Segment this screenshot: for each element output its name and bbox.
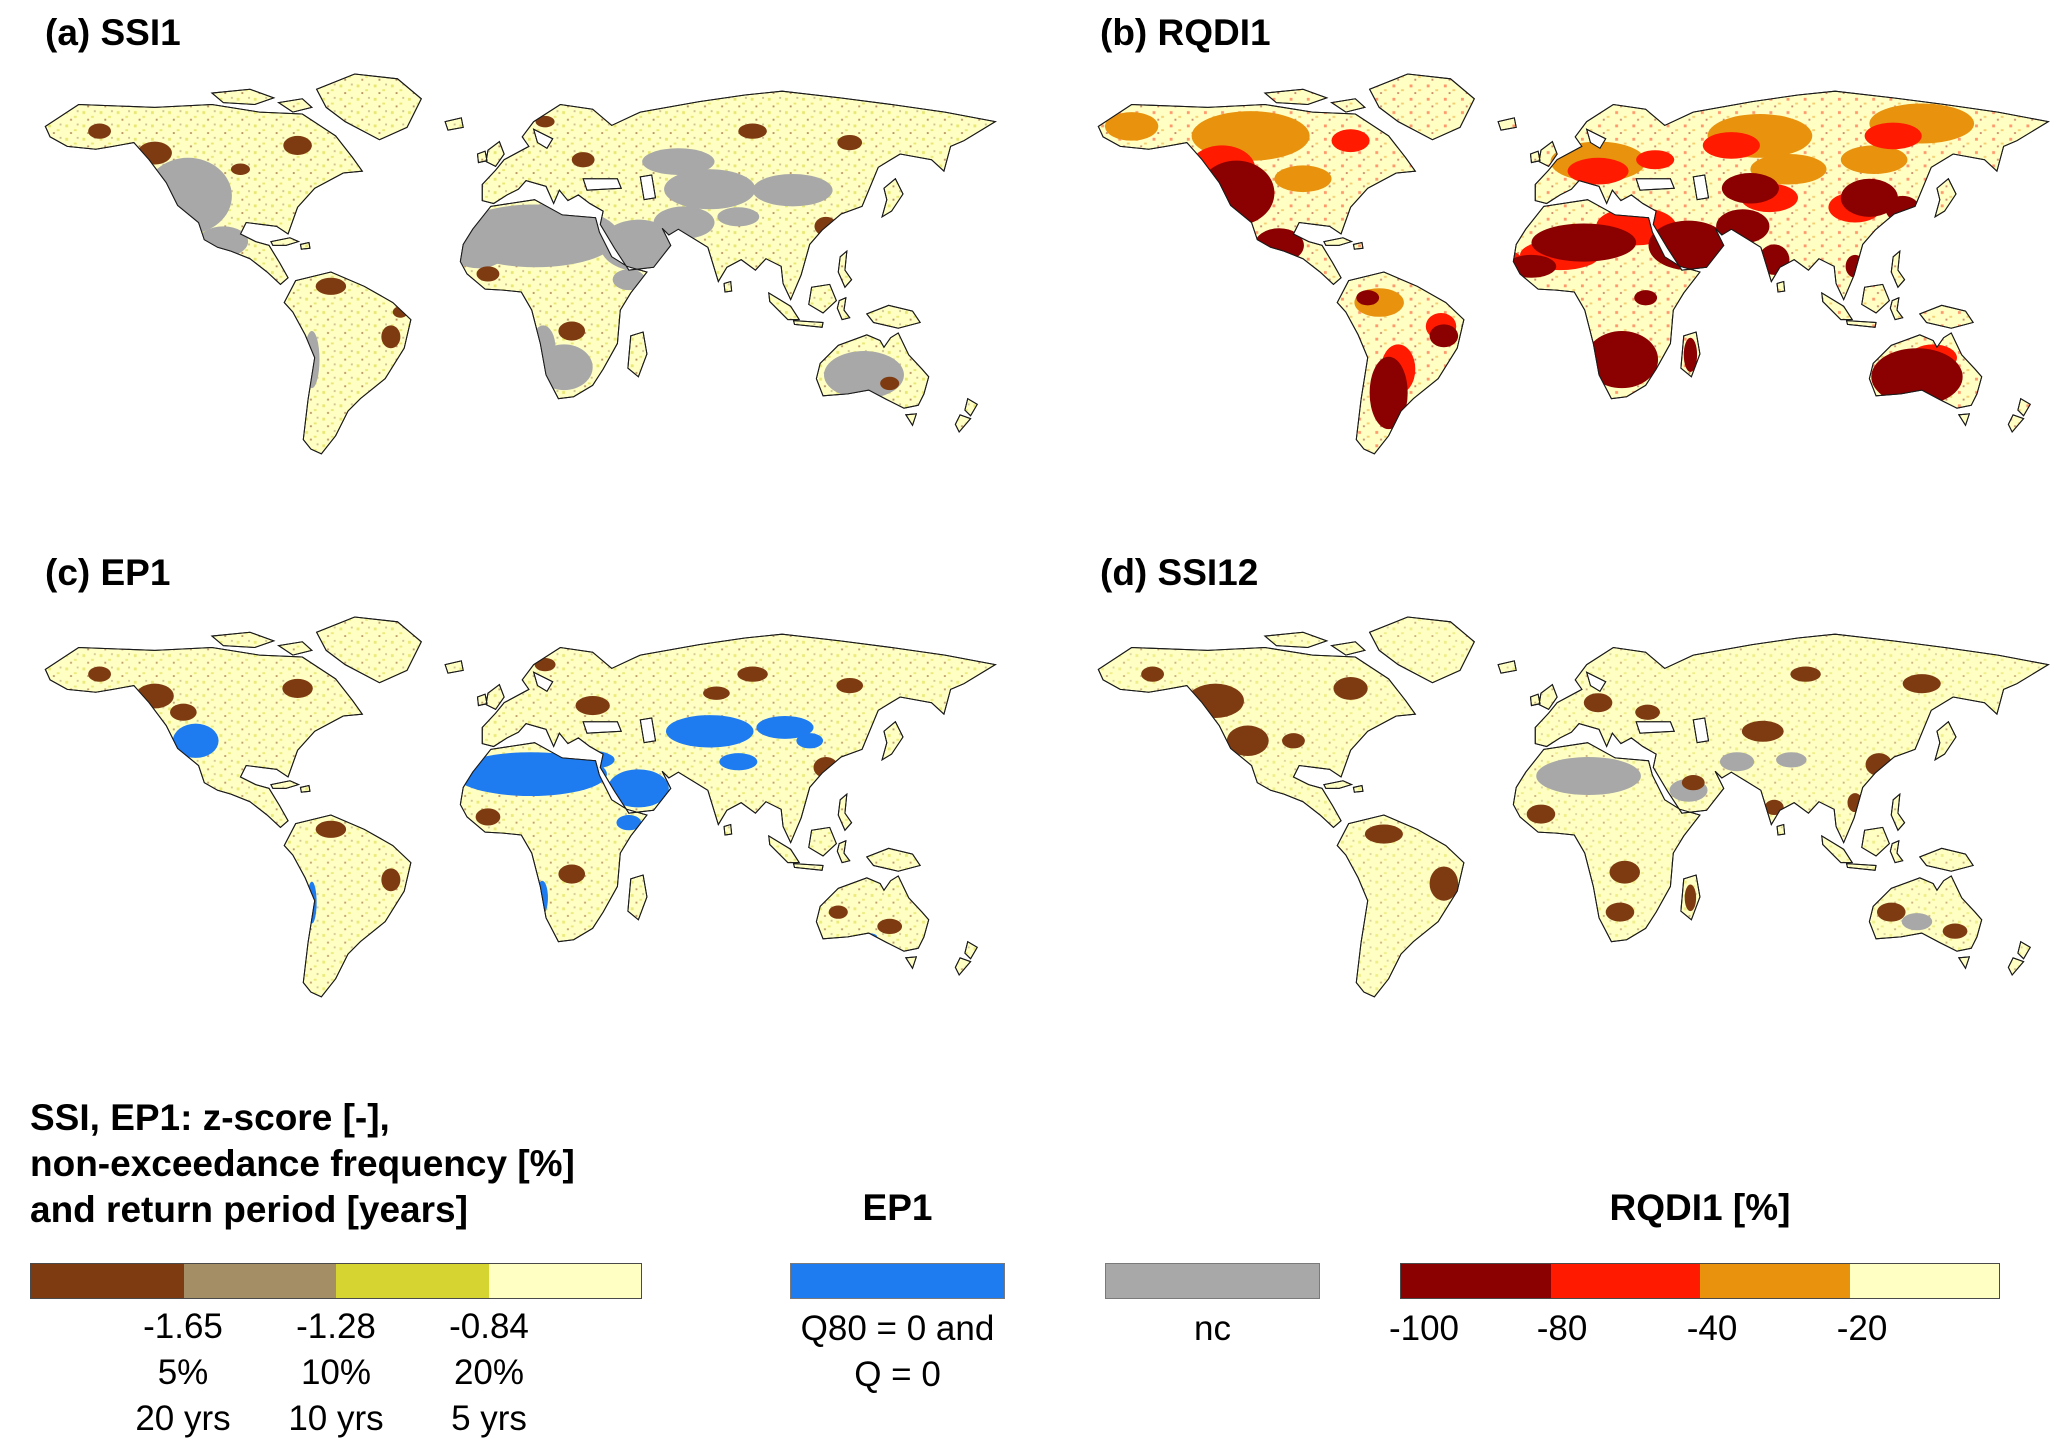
ssi12-overlay <box>1098 617 2049 997</box>
ep1-label-line1: Q80 = 0 and <box>800 1309 995 1348</box>
ssi-colorbar-seg-tan <box>183 1264 336 1298</box>
world-map-ssi12 <box>1097 616 2049 998</box>
ssi1-drought-overlay <box>45 74 996 454</box>
rqdi-tick: -100 <box>1388 1309 1460 1348</box>
ssi-colorbar <box>30 1263 642 1299</box>
ssi-colorbar-seg-yellow-green <box>336 1264 489 1298</box>
legend-nc: nc <box>1105 1187 1320 1447</box>
legend-ssi-title: SSI, EP1: z-score [-], non-exceedance fr… <box>30 1095 642 1233</box>
rqdi-colorbar-seg-red <box>1550 1264 1700 1298</box>
legend-ssi-title-line2: non-exceedance frequency [%] <box>30 1143 575 1184</box>
rqdi-colorbar-seg-pale-yellow <box>1849 1264 1999 1298</box>
ssi-return-period-ticks: 20 yrs 10 yrs 5 yrs <box>30 1399 642 1443</box>
legend-ep1-title: EP1 <box>862 1187 933 1228</box>
severe-drought-regions <box>1141 666 1968 939</box>
world-map-ep1 <box>44 616 996 998</box>
ep1-label-line2: Q = 0 <box>854 1355 941 1394</box>
rqdi-colorbar <box>1400 1263 2000 1299</box>
zscore-tick: -1.28 <box>296 1307 376 1346</box>
frequency-tick: 5% <box>157 1353 209 1392</box>
severe-drought-regions <box>88 115 900 391</box>
return-period-tick: 20 yrs <box>135 1399 231 1438</box>
panel-title-b: (b) RQDI1 <box>1100 12 1271 53</box>
panel-title-a: (a) SSI1 <box>45 12 181 53</box>
ssi-frequency-ticks: 5% 10% 20% <box>30 1353 642 1397</box>
legend-ssi-title-line3: and return period [years] <box>30 1189 468 1230</box>
ssi-colorbar-seg-dark-brown <box>31 1264 184 1298</box>
return-period-tick: 10 yrs <box>288 1399 384 1438</box>
rqdi-tick: -80 <box>1536 1309 1588 1348</box>
frequency-tick: 10% <box>300 1353 372 1392</box>
rqdi-ticks: -100 -80 -40 -20 <box>1389 1309 2000 1353</box>
legend-ep1: EP1 Q80 = 0 and Q = 0 <box>790 1187 1005 1447</box>
world-map-ssi1 <box>44 73 996 455</box>
legend-rqdi-title: RQDI1 [%] <box>1609 1187 1791 1228</box>
zscore-tick: -1.65 <box>143 1307 223 1346</box>
return-period-tick: 5 yrs <box>451 1399 527 1438</box>
ssi-colorbar-seg-pale-yellow <box>488 1264 641 1298</box>
legend-rqdi: RQDI1 [%] -100 -80 -40 -20 <box>1389 1187 2000 1447</box>
panel-title-d: (d) SSI12 <box>1100 552 1259 593</box>
nc-label: nc <box>1194 1309 1231 1348</box>
rqdi-tick: -20 <box>1836 1309 1888 1348</box>
panel-title-c: (c) EP1 <box>45 552 171 593</box>
legend-ssi: SSI, EP1: z-score [-], non-exceedance fr… <box>30 1095 642 1445</box>
world-map-rqdi1 <box>1097 73 2049 455</box>
rqdi-colorbar-seg-dark-red <box>1401 1264 1551 1298</box>
zero-flow-regions <box>172 715 878 941</box>
zscore-tick: -0.84 <box>449 1307 529 1346</box>
ssi-zscore-ticks: -1.65 -1.28 -0.84 <box>30 1307 642 1351</box>
frequency-tick: 20% <box>453 1353 525 1392</box>
ep1-overlay <box>45 617 996 997</box>
severe-drought-regions <box>88 657 903 935</box>
rqdi1-overlay <box>1098 74 2049 454</box>
rqdi-tick: -40 <box>1686 1309 1738 1348</box>
nc-gray-swatch <box>1105 1263 1320 1299</box>
ep1-blue-swatch <box>790 1263 1005 1299</box>
rqdi-colorbar-seg-orange <box>1700 1264 1850 1298</box>
nc-regions <box>1536 752 1933 931</box>
legend-ssi-title-line1: SSI, EP1: z-score [-], <box>30 1097 390 1138</box>
